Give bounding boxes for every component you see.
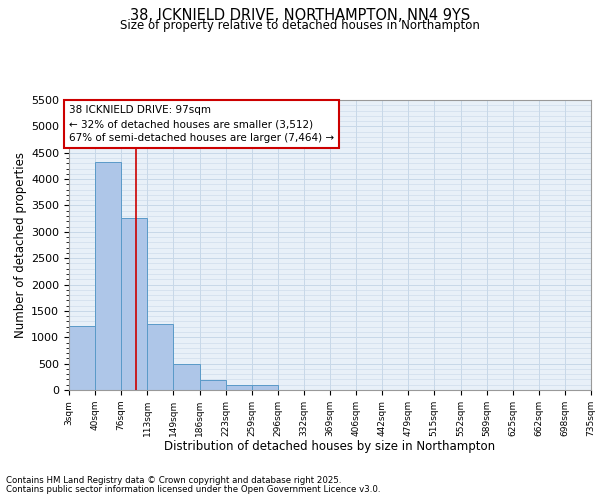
Text: Contains HM Land Registry data © Crown copyright and database right 2025.: Contains HM Land Registry data © Crown c… — [6, 476, 341, 485]
Y-axis label: Number of detached properties: Number of detached properties — [14, 152, 27, 338]
Bar — [251, 384, 278, 390]
Text: Contains public sector information licensed under the Open Government Licence v3: Contains public sector information licen… — [6, 484, 380, 494]
X-axis label: Distribution of detached houses by size in Northampton: Distribution of detached houses by size … — [164, 440, 496, 454]
Bar — [121, 218, 148, 390]
Bar — [69, 326, 95, 390]
Bar — [226, 384, 251, 390]
Bar — [173, 364, 199, 390]
Text: 38 ICKNIELD DRIVE: 97sqm
← 32% of detached houses are smaller (3,512)
67% of sem: 38 ICKNIELD DRIVE: 97sqm ← 32% of detach… — [69, 106, 334, 144]
Bar — [148, 324, 173, 390]
Bar — [199, 380, 226, 390]
Text: Size of property relative to detached houses in Northampton: Size of property relative to detached ho… — [120, 18, 480, 32]
Bar — [95, 162, 121, 390]
Text: 38, ICKNIELD DRIVE, NORTHAMPTON, NN4 9YS: 38, ICKNIELD DRIVE, NORTHAMPTON, NN4 9YS — [130, 8, 470, 22]
